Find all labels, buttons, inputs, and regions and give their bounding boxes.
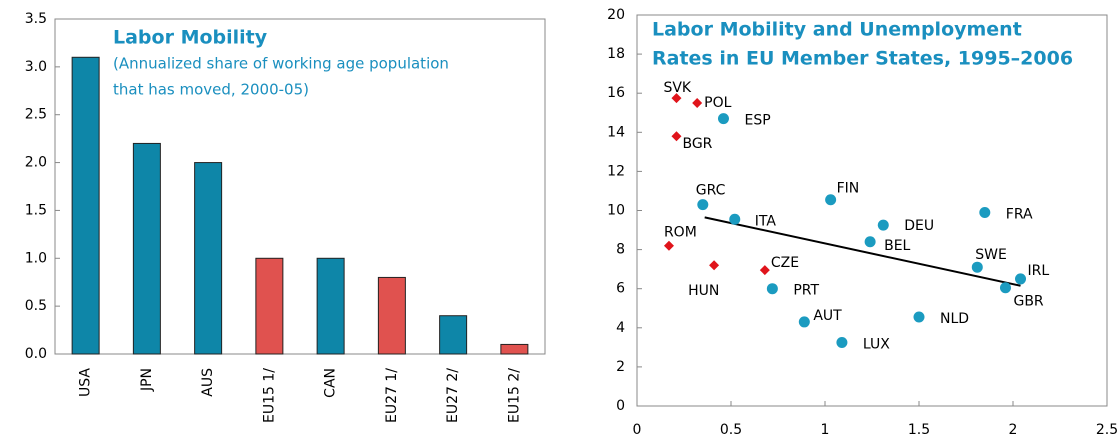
point-label: POL xyxy=(704,95,731,111)
y-tick-label: 0.5 xyxy=(25,298,47,314)
point-label: ESP xyxy=(744,113,770,129)
point-label: PRT xyxy=(793,283,819,299)
point-label: HUN xyxy=(688,283,719,299)
y-tick-label: 12 xyxy=(607,163,625,179)
y-tick-label: 4 xyxy=(616,320,625,336)
bar xyxy=(439,315,468,355)
point xyxy=(798,316,810,328)
y-tick-label: 20 xyxy=(607,7,625,23)
point xyxy=(766,283,778,295)
point-label: FRA xyxy=(1006,206,1033,222)
y-tick-label: 2 xyxy=(616,359,625,375)
point-label: BGR xyxy=(682,136,712,152)
point-label: IRL xyxy=(1028,263,1050,279)
point-label: GBR xyxy=(1013,294,1043,310)
point-label: NLD xyxy=(940,311,969,327)
point xyxy=(709,260,720,271)
x-tick-label: JPN xyxy=(139,368,155,392)
point-label: FIN xyxy=(837,181,860,197)
x-tick-label: USA xyxy=(78,368,94,397)
point xyxy=(999,282,1011,294)
bar xyxy=(316,257,345,355)
point xyxy=(825,194,837,206)
point xyxy=(1015,273,1027,285)
x-tick-label: EU15 2/ xyxy=(506,368,522,423)
point xyxy=(717,113,729,125)
x-tick-label: CAN xyxy=(323,368,339,398)
point xyxy=(979,206,991,218)
x-tick-label: 0.5 xyxy=(720,422,742,438)
x-tick-label: 2 xyxy=(1009,422,1018,438)
point-label: ITA xyxy=(755,213,777,229)
point-label: GRC xyxy=(696,183,726,199)
x-tick-label: 1.5 xyxy=(908,422,930,438)
bar xyxy=(71,56,100,355)
point xyxy=(836,336,848,348)
x-tick-label: EU27 1/ xyxy=(384,368,400,423)
y-tick-label: 2.5 xyxy=(25,107,47,123)
point-label: AUT xyxy=(813,308,842,324)
point xyxy=(692,97,703,108)
plot-frame xyxy=(54,18,546,355)
chart-subtitle: (Annualized share of working age populat… xyxy=(113,55,449,73)
point xyxy=(729,213,741,225)
x-tick-label: EU27 2/ xyxy=(445,368,461,423)
point xyxy=(663,240,674,251)
chart-title: Rates in EU Member States, 1995–2006 xyxy=(652,48,1073,70)
point xyxy=(877,219,889,231)
x-tick-label: 1 xyxy=(821,422,830,438)
bar xyxy=(377,276,406,355)
x-tick-label: AUS xyxy=(200,368,216,397)
point xyxy=(759,265,770,276)
y-tick-label: 1.0 xyxy=(25,250,47,266)
y-tick-label: 0.0 xyxy=(25,346,47,362)
trend-line xyxy=(704,216,1021,287)
point-label: SVK xyxy=(663,80,691,96)
y-tick-label: 0 xyxy=(616,398,625,414)
y-tick-label: 10 xyxy=(607,203,625,219)
point xyxy=(671,93,682,104)
y-tick-label: 16 xyxy=(607,85,625,101)
x-tick-label: EU15 1/ xyxy=(261,368,277,423)
chart-title: Labor Mobility and Unemployment xyxy=(652,19,1022,41)
point xyxy=(864,236,876,248)
point xyxy=(671,131,682,142)
point-label: LUX xyxy=(863,336,890,352)
y-tick-label: 3.0 xyxy=(25,59,47,75)
x-tick-label: 2.5 xyxy=(1096,422,1118,438)
point xyxy=(697,199,709,211)
point xyxy=(971,261,983,273)
point xyxy=(913,311,925,323)
point-label: SWE xyxy=(975,247,1007,263)
bar xyxy=(255,257,284,355)
chart-title: Labor Mobility xyxy=(113,27,268,49)
y-tick-label: 8 xyxy=(616,242,625,258)
chart-subtitle: that has moved, 2000-05) xyxy=(113,81,309,99)
bar xyxy=(132,142,161,355)
bar xyxy=(500,343,529,355)
y-tick-label: 6 xyxy=(616,281,625,297)
point-label: ROM xyxy=(664,225,697,241)
x-tick-label: 0 xyxy=(633,422,642,438)
point-label: BEL xyxy=(884,238,910,254)
point-label: CZE xyxy=(771,255,799,271)
y-tick-label: 18 xyxy=(607,46,625,62)
y-tick-label: 3.5 xyxy=(25,11,47,27)
y-tick-label: 2.0 xyxy=(25,155,47,171)
point-label: DEU xyxy=(904,218,934,234)
bar xyxy=(194,162,223,355)
y-tick-label: 1.5 xyxy=(25,202,47,218)
y-tick-label: 14 xyxy=(607,124,625,140)
